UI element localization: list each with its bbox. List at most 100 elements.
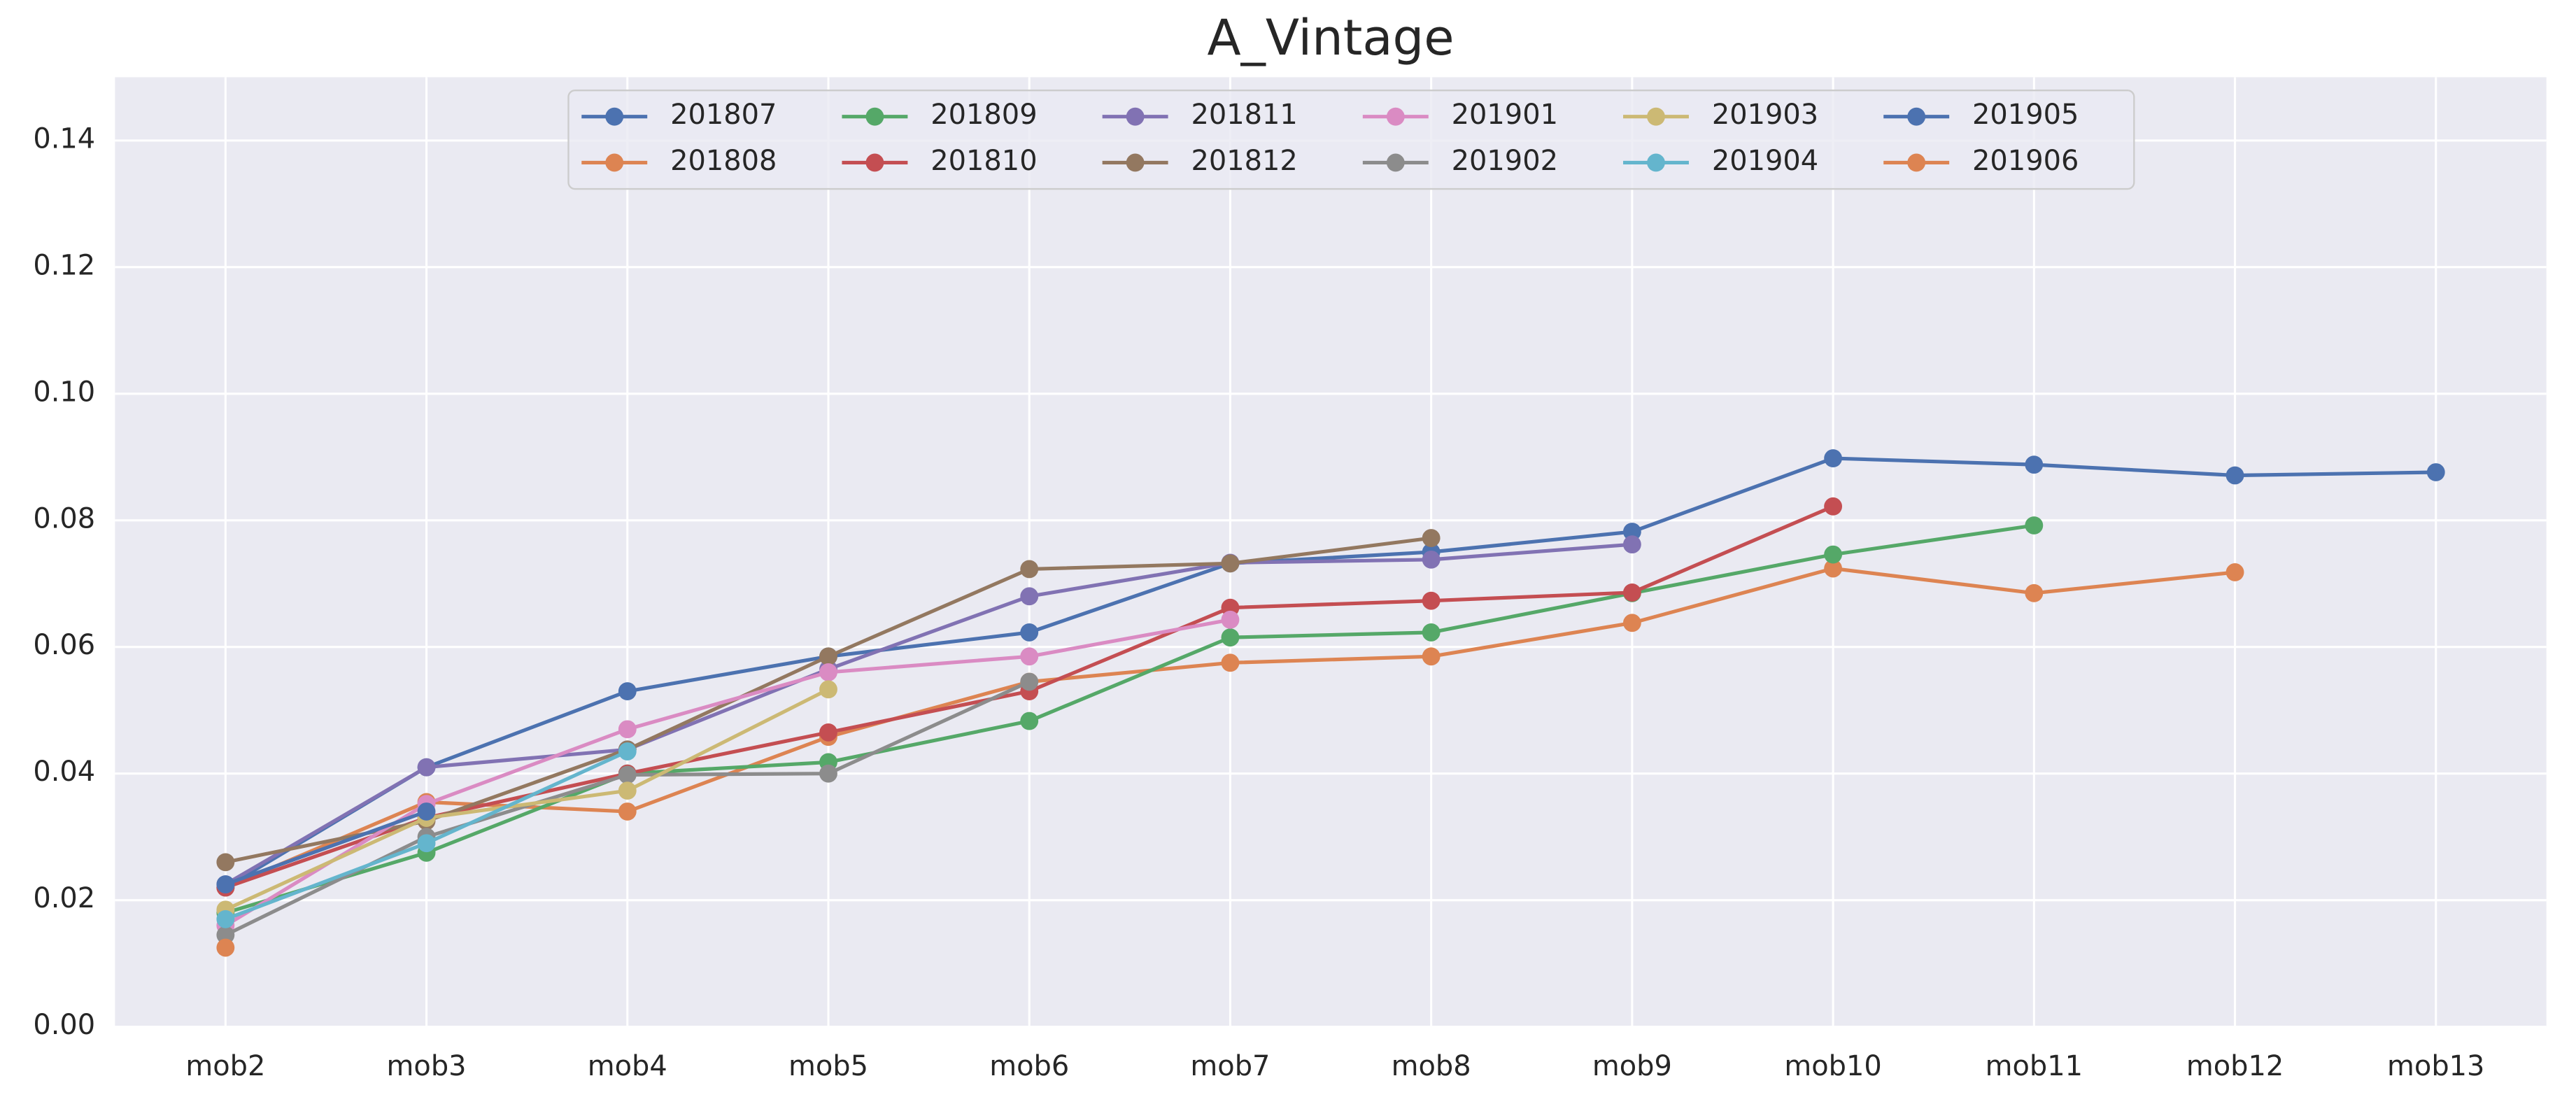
data-point (618, 742, 637, 760)
data-point (1422, 529, 1441, 548)
legend-marker (1907, 107, 1926, 126)
legend-marker (865, 153, 884, 172)
legend-marker (1386, 153, 1405, 172)
legend-marker (1907, 153, 1926, 172)
data-point (819, 723, 837, 742)
legend-label: 201808 (670, 145, 777, 177)
data-point (2025, 455, 2044, 474)
data-point (1622, 583, 1641, 602)
series-line (225, 523, 2034, 915)
data-point (216, 938, 235, 957)
y-tick-label: 0.06 (33, 629, 95, 661)
legend-marker (605, 153, 624, 172)
data-point (1422, 550, 1441, 569)
data-point (1622, 535, 1641, 554)
legend-label: 201807 (670, 99, 777, 131)
series-line (225, 688, 830, 912)
data-point (1422, 647, 1441, 666)
data-point (1020, 623, 1039, 642)
x-tick-label: mob11 (1986, 1050, 2083, 1082)
data-point (819, 663, 837, 681)
data-point (819, 764, 837, 783)
x-tick-label: mob9 (1592, 1050, 1672, 1082)
data-point (216, 926, 235, 944)
legend-marker (1126, 153, 1145, 172)
legend-label: 201905 (1972, 99, 2079, 131)
legend-marker (1647, 153, 1665, 172)
x-tick-label: mob12 (2186, 1050, 2284, 1082)
y-tick-label: 0.00 (33, 1009, 95, 1041)
series-line (225, 809, 427, 886)
data-point (1824, 545, 1843, 564)
legend-label: 201809 (930, 99, 1037, 131)
legend-box (567, 89, 2135, 190)
chart-title: A_Vintage (1208, 9, 1455, 66)
x-tick-label: mob13 (2387, 1050, 2484, 1082)
legend-label: 201903 (1712, 99, 1818, 131)
legend-marker (1647, 107, 1665, 126)
data-point (618, 720, 637, 739)
data-point (2225, 466, 2244, 485)
data-point (1020, 587, 1039, 606)
data-point (618, 765, 637, 784)
series-line (225, 542, 1633, 886)
legend-label: 201906 (1972, 145, 2079, 177)
legend-marker (1126, 107, 1145, 126)
data-point (819, 647, 837, 666)
x-tick-label: mob4 (588, 1050, 667, 1082)
data-point (618, 802, 637, 821)
data-point (819, 680, 837, 699)
data-point (2025, 583, 2044, 602)
data-point (1422, 623, 1441, 642)
legend-marker (865, 107, 884, 126)
legend-marker (1386, 107, 1405, 126)
data-point (1221, 554, 1240, 573)
x-tick-label: mob3 (387, 1050, 467, 1082)
data-point (417, 834, 436, 853)
data-point (1824, 449, 1843, 467)
legend-label: 201810 (930, 145, 1037, 177)
data-point (417, 802, 436, 821)
legend-label: 201812 (1191, 145, 1297, 177)
data-point (2225, 563, 2244, 581)
data-point (2025, 516, 2044, 535)
data-point (1020, 560, 1039, 579)
y-tick-label: 0.08 (33, 502, 95, 535)
data-point (1221, 653, 1240, 672)
x-tick-label: mob6 (989, 1050, 1069, 1082)
data-point (1020, 672, 1039, 691)
legend-label: 201901 (1452, 99, 1558, 131)
y-tick-label: 0.04 (33, 756, 95, 788)
series-line (225, 456, 2436, 889)
y-tick-label: 0.02 (33, 882, 95, 914)
legend-label: 201904 (1712, 145, 1818, 177)
data-point (2426, 463, 2445, 481)
data-point (618, 781, 637, 800)
legend-label: 201811 (1191, 99, 1297, 131)
data-point (1221, 610, 1240, 629)
legend-marker (605, 107, 624, 126)
x-tick-label: mob7 (1190, 1050, 1270, 1082)
data-point (1422, 591, 1441, 610)
data-point (1221, 628, 1240, 647)
data-point (1824, 559, 1843, 578)
data-point (216, 875, 235, 893)
data-point (1020, 647, 1039, 666)
data-point (1622, 614, 1641, 632)
x-tick-label: mob10 (1784, 1050, 1881, 1082)
x-tick-label: mob2 (185, 1050, 265, 1082)
data-point (1622, 523, 1641, 541)
x-tick-label: mob5 (788, 1050, 868, 1082)
data-point (1824, 497, 1843, 516)
data-point (216, 910, 235, 928)
y-tick-label: 0.14 (33, 122, 95, 155)
data-point (1020, 712, 1039, 730)
data-point (417, 758, 436, 777)
data-point (618, 682, 637, 700)
y-tick-label: 0.12 (33, 249, 95, 281)
legend-label: 201902 (1452, 145, 1558, 177)
y-tick-label: 0.10 (33, 376, 95, 408)
data-point (216, 853, 235, 872)
x-tick-label: mob8 (1392, 1050, 1471, 1082)
